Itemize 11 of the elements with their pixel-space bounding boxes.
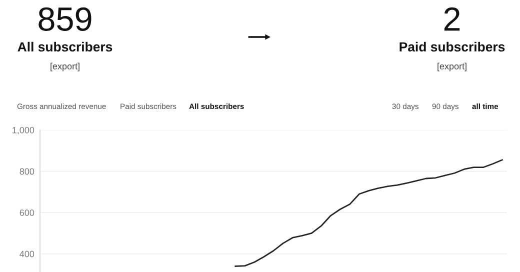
y-tick-label: 1,000	[12, 126, 34, 134]
y-tick-label: 600	[20, 210, 34, 216]
text: [export]	[438, 62, 466, 72]
y-tick-label: 800	[20, 168, 34, 175]
y-tick-label: 400	[20, 250, 34, 258]
text: 859	[38, 7, 92, 31]
line-series	[234, 159, 503, 267]
text: 2	[444, 7, 460, 31]
text: [export]	[50, 62, 80, 72]
text: All subscribers	[18, 42, 112, 52]
text: Paid subscribers	[400, 42, 505, 52]
